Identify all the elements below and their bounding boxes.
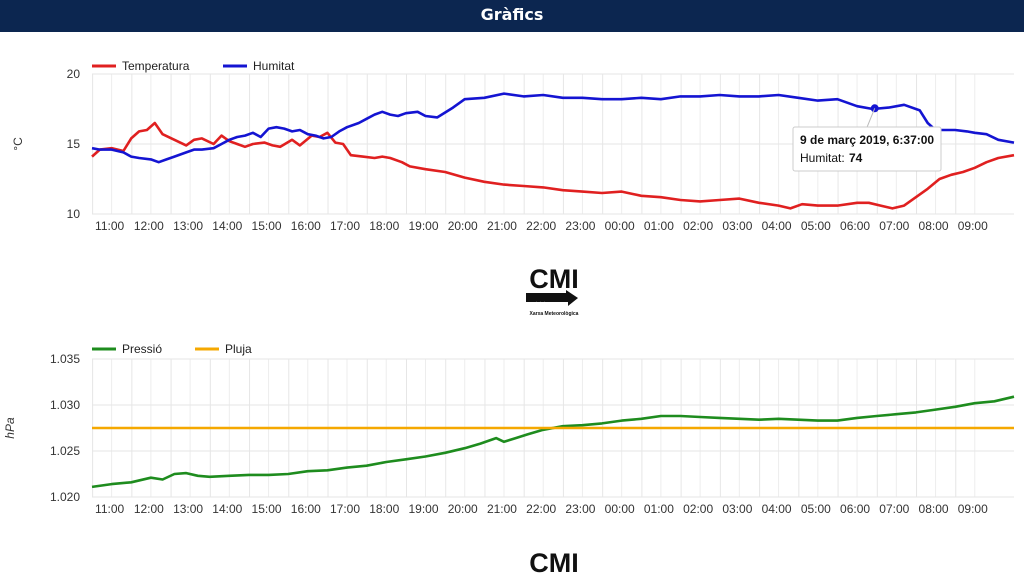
series-line-pressió [91, 395, 1015, 489]
y-tick-label: 1.020 [50, 490, 80, 504]
legend-label: Temperatura [122, 59, 190, 73]
x-tick-label: 02:00 [683, 502, 713, 516]
x-tick-label: 15:00 [252, 219, 282, 233]
x-tick-label: 13:00 [173, 219, 203, 233]
x-tick-label: 04:00 [762, 502, 792, 516]
x-tick-label: 23:00 [565, 502, 595, 516]
x-tick-label: 09:00 [958, 219, 988, 233]
series-line-humitat [91, 92, 1015, 164]
x-tick-label: 14:00 [212, 219, 242, 233]
x-tick-label: 08:00 [919, 502, 949, 516]
y-tick-label: 1.030 [50, 398, 80, 412]
x-tick-label: 17:00 [330, 502, 360, 516]
cmi-logo-bottom: CMI [520, 545, 588, 576]
y-tick-label: 1.035 [50, 352, 80, 366]
x-tick-label: 20:00 [448, 502, 478, 516]
y-tick-label: 10 [67, 207, 81, 221]
x-tick-label: 00:00 [605, 502, 635, 516]
x-tick-label: 15:00 [252, 502, 282, 516]
legend-label: Pressió [122, 342, 162, 356]
x-tick-label: 04:00 [762, 219, 792, 233]
y-tick-label: 1.025 [50, 444, 80, 458]
x-tick-label: 00:00 [605, 219, 635, 233]
logo-subtitle: Xarxa Meteorològica [530, 311, 579, 317]
x-tick-label: 20:00 [448, 219, 478, 233]
temperature-humidity-chart: 20 15 10 11:00 12:00 13:00 14:00 15:00 16:00 17:0… [11, 59, 1015, 233]
legend-label: Humitat [253, 59, 295, 73]
x-tick-label: 13:00 [173, 502, 203, 516]
x-tick-label: 05:00 [801, 219, 831, 233]
x-tick-label: 06:00 [840, 502, 870, 516]
x-tick-label: 18:00 [369, 502, 399, 516]
cmi-logo: CMI Xarxa Meteorològica [520, 262, 588, 318]
x-tick-label: 08:00 [919, 219, 949, 233]
x-tick-label: 16:00 [291, 502, 321, 516]
series-line-temperatura [91, 121, 1015, 210]
svg-text:CMI: CMI [529, 264, 579, 294]
x-tick-label: 14:00 [212, 502, 242, 516]
x-tick-label: 03:00 [722, 219, 752, 233]
x-tick-label: 09:00 [958, 502, 988, 516]
y-tick-label: 15 [67, 137, 81, 151]
x-tick-label: 11:00 [95, 502, 124, 516]
x-tick-label: 02:00 [683, 219, 713, 233]
x-tick-label: 01:00 [644, 502, 674, 516]
x-tick-label: 21:00 [487, 219, 517, 233]
pressure-rain-chart: 1.035 1.030 1.025 1.020 11:00 12:00 13:00 14:00… [3, 342, 1015, 516]
x-tick-label: 03:00 [722, 502, 752, 516]
legend-label: Pluja [225, 342, 252, 356]
y-tick-label: 20 [67, 67, 81, 81]
x-tick-label: 23:00 [565, 219, 595, 233]
tooltip-box [792, 126, 942, 172]
page-header: Gràfics [0, 0, 1024, 32]
x-tick-label: 16:00 [291, 219, 321, 233]
x-tick-label: 22:00 [526, 502, 556, 516]
x-tick-label: 17:00 [330, 219, 360, 233]
tooltip-label: Humitat: [800, 151, 845, 165]
x-tick-label: 18:00 [369, 219, 399, 233]
x-tick-label: 07:00 [879, 502, 909, 516]
x-tick-label: 21:00 [487, 502, 517, 516]
y-axis-label: °C [11, 137, 25, 151]
x-tick-label: 19:00 [408, 502, 438, 516]
x-tick-label: 06:00 [840, 219, 870, 233]
x-tick-label: 11:00 [95, 219, 124, 233]
x-tick-label: 07:00 [879, 219, 909, 233]
tooltip-pointer [866, 108, 876, 129]
tooltip-title: 9 de març 2019, 6:37:00 [800, 133, 934, 147]
x-tick-label: 05:00 [801, 502, 831, 516]
y-axis-label: hPa [3, 417, 17, 439]
x-tick-label: 12:00 [134, 502, 164, 516]
x-tick-label: 12:00 [134, 219, 164, 233]
x-tick-label: 22:00 [526, 219, 556, 233]
svg-text:CMI: CMI [529, 548, 579, 576]
x-tick-label: 01:00 [644, 219, 674, 233]
page-title: Gràfics [480, 5, 544, 24]
tooltip-value: 74 [849, 151, 863, 165]
x-tick-label: 19:00 [408, 219, 438, 233]
